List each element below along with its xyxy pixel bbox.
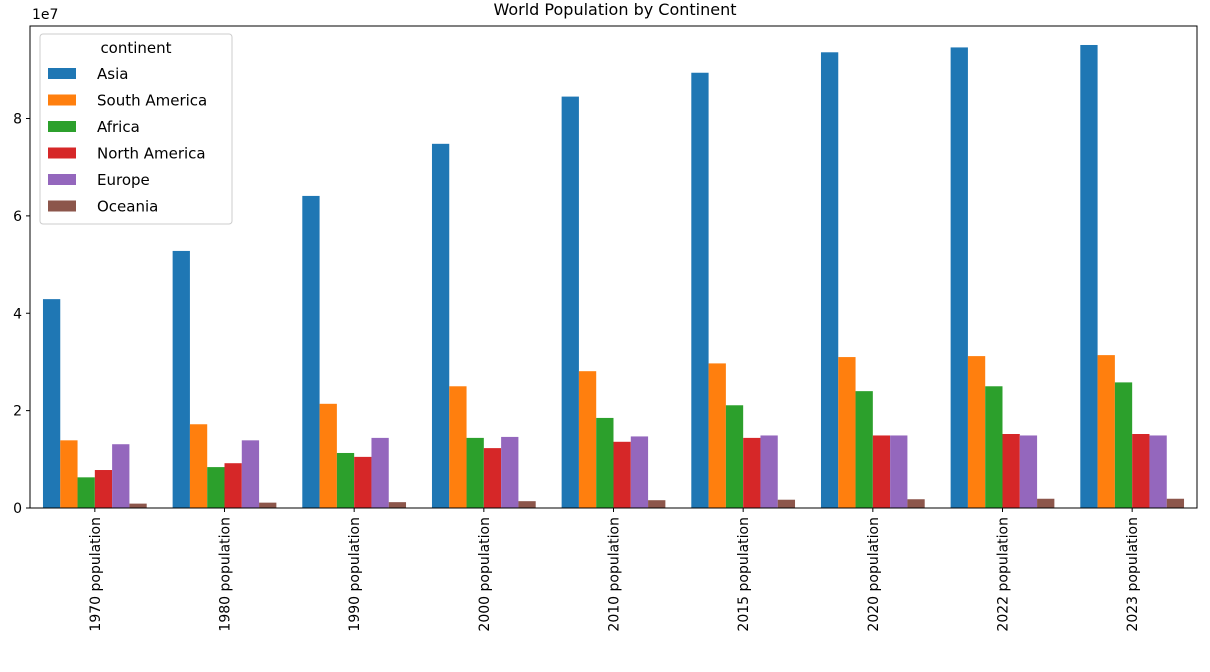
legend-label: North America — [97, 145, 206, 163]
bar-north-america-6 — [872, 435, 891, 508]
bar-europe-0 — [112, 444, 130, 508]
bar-europe-7 — [1019, 435, 1038, 508]
x-tick-label: 2010 population — [607, 517, 623, 632]
bar-oceania-6 — [907, 499, 925, 508]
legend-swatch — [48, 174, 76, 185]
bars-group — [42, 44, 1185, 509]
bar-oceania-2 — [388, 502, 407, 508]
bar-oceania-5 — [777, 499, 796, 508]
legend-box — [39, 33, 233, 225]
legend-title: continent — [100, 39, 171, 57]
x-axis: 1970 population 1980 population 1990 popul… — [88, 508, 1141, 632]
bar-oceania-8 — [1166, 498, 1185, 508]
legend-swatch — [48, 147, 76, 159]
bar-europe-8 — [1149, 435, 1167, 508]
legend-swatch — [48, 94, 76, 106]
y-tick-label: 0 — [13, 501, 22, 517]
bar-europe-1 — [241, 440, 260, 508]
bar-south-america-3 — [449, 386, 467, 508]
bar-europe-3 — [501, 436, 519, 508]
bar-south-america-1 — [189, 424, 208, 508]
bar-asia-2 — [302, 195, 320, 509]
legend-label: Africa — [97, 118, 140, 136]
bar-oceania-3 — [518, 501, 536, 508]
bar-north-america-7 — [1002, 434, 1020, 508]
bar-europe-4 — [630, 436, 649, 508]
bar-africa-8 — [1114, 382, 1133, 508]
legend-swatch — [48, 68, 76, 79]
bar-africa-4 — [596, 417, 614, 508]
legend-label: Europe — [97, 171, 150, 189]
bar-oceania-1 — [259, 502, 277, 508]
x-tick-label: 2015 population — [736, 517, 752, 632]
bar-asia-1 — [172, 250, 190, 508]
y-tick-label: 6 — [13, 209, 22, 225]
bar-africa-6 — [855, 391, 873, 508]
bar-south-america-8 — [1097, 355, 1115, 508]
bar-south-america-6 — [838, 357, 856, 508]
bar-africa-1 — [207, 467, 225, 508]
bar-asia-4 — [561, 96, 579, 508]
bar-africa-3 — [466, 437, 484, 508]
x-tick-label: 2020 population — [866, 517, 882, 632]
bar-oceania-4 — [648, 500, 666, 508]
chart-title: World Population by Continent — [493, 0, 736, 19]
y-axis: 0 2 4 6 8 — [13, 112, 30, 517]
bar-europe-2 — [371, 437, 389, 508]
bar-north-america-3 — [483, 448, 502, 508]
bar-north-america-2 — [354, 456, 372, 508]
legend-label: Oceania — [97, 198, 158, 216]
legend-label: Asia — [97, 65, 128, 83]
bar-south-america-0 — [60, 440, 78, 508]
x-tick-label: 1970 population — [88, 517, 104, 632]
bar-south-america-2 — [319, 403, 337, 508]
bar-asia-8 — [1080, 44, 1098, 509]
y-tick-label: 2 — [13, 404, 22, 420]
bar-europe-5 — [760, 435, 778, 508]
bar-south-america-4 — [578, 371, 597, 508]
x-tick-label: 1980 population — [218, 517, 234, 632]
bar-asia-3 — [431, 143, 450, 508]
bar-africa-5 — [725, 405, 744, 508]
x-tick-label: 1990 population — [347, 517, 363, 632]
bar-europe-6 — [890, 435, 908, 508]
bar-north-america-1 — [224, 463, 242, 508]
bar-oceania-7 — [1037, 498, 1055, 508]
bar-africa-0 — [77, 477, 95, 508]
bar-asia-0 — [42, 299, 61, 508]
x-tick-label: 2022 population — [996, 517, 1012, 632]
bar-north-america-4 — [613, 441, 631, 508]
x-tick-label: 2000 population — [477, 517, 493, 632]
bar-south-america-7 — [967, 356, 986, 508]
x-tick-label: 2023 population — [1125, 517, 1141, 632]
bar-asia-6 — [820, 52, 839, 508]
y-tick-label: 8 — [13, 112, 22, 128]
y-tick-label: 4 — [13, 306, 22, 322]
bar-oceania-0 — [129, 503, 147, 508]
bar-north-america-8 — [1132, 434, 1150, 508]
bar-south-america-5 — [708, 363, 726, 508]
bar-asia-5 — [691, 72, 709, 509]
legend: continent Asia South America Africa North Am… — [39, 33, 233, 225]
bar-north-america-0 — [94, 470, 113, 508]
legend-label: South America — [97, 92, 207, 110]
bar-north-america-5 — [743, 437, 761, 508]
legend-swatch — [48, 121, 76, 132]
legend-swatch — [48, 200, 76, 212]
y-offset-label: 1e7 — [32, 7, 58, 23]
bar-africa-2 — [336, 452, 355, 508]
bar-asia-7 — [950, 47, 968, 509]
bar-africa-7 — [985, 386, 1003, 508]
